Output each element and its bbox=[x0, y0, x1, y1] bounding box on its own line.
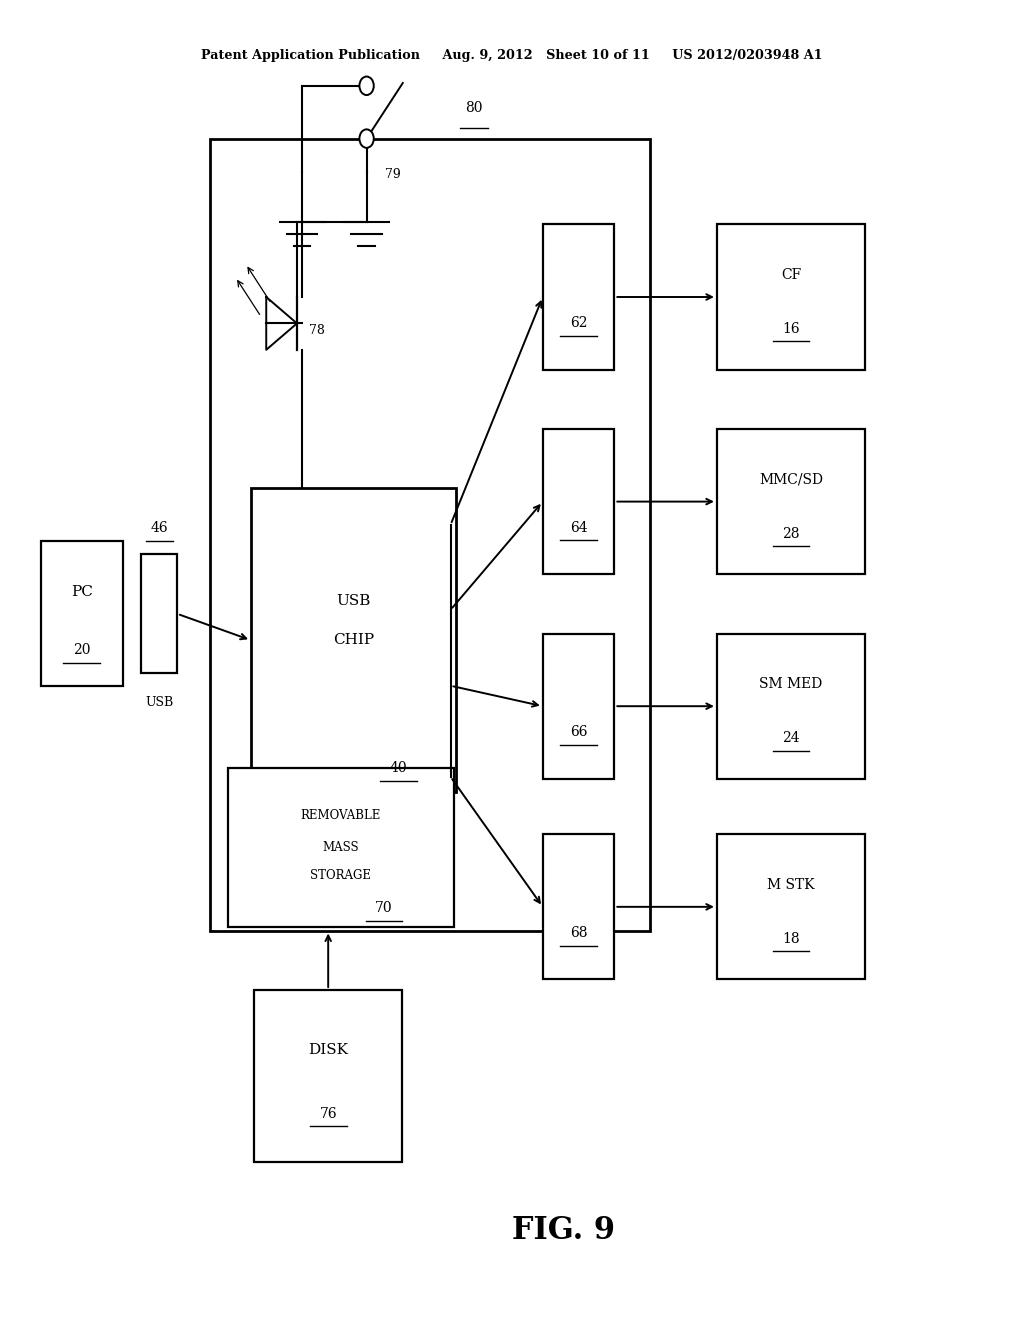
Text: SM MED: SM MED bbox=[760, 677, 822, 692]
Text: MMC/SD: MMC/SD bbox=[759, 473, 823, 487]
Text: PC: PC bbox=[71, 585, 93, 599]
Text: 40: 40 bbox=[389, 762, 408, 775]
Bar bbox=[210, 139, 650, 931]
Text: 80: 80 bbox=[465, 100, 483, 115]
Bar bbox=[543, 224, 614, 370]
Text: 16: 16 bbox=[782, 322, 800, 337]
Circle shape bbox=[359, 77, 374, 95]
Text: STORAGE: STORAGE bbox=[310, 870, 372, 883]
Bar bbox=[543, 834, 614, 979]
Bar bbox=[717, 834, 865, 979]
Text: USB: USB bbox=[336, 594, 371, 607]
Circle shape bbox=[359, 129, 374, 148]
Text: 66: 66 bbox=[569, 725, 588, 739]
Text: USB: USB bbox=[145, 696, 173, 709]
Text: 20: 20 bbox=[73, 643, 91, 657]
Bar bbox=[228, 768, 454, 927]
Bar bbox=[543, 634, 614, 779]
Text: 76: 76 bbox=[319, 1106, 337, 1121]
Text: CF: CF bbox=[781, 268, 801, 282]
Text: 64: 64 bbox=[569, 520, 588, 535]
Bar bbox=[717, 429, 865, 574]
Text: 46: 46 bbox=[151, 521, 168, 535]
Text: DISK: DISK bbox=[308, 1043, 348, 1057]
Bar bbox=[717, 634, 865, 779]
Text: 78: 78 bbox=[309, 323, 326, 337]
Text: 28: 28 bbox=[782, 527, 800, 541]
Bar bbox=[41, 541, 123, 686]
Text: 70: 70 bbox=[375, 902, 393, 915]
Bar bbox=[141, 554, 177, 673]
Text: CHIP: CHIP bbox=[333, 634, 374, 647]
Bar bbox=[254, 990, 402, 1162]
Text: M STK: M STK bbox=[767, 878, 815, 892]
Bar bbox=[717, 224, 865, 370]
Text: 24: 24 bbox=[782, 731, 800, 746]
Text: 18: 18 bbox=[782, 932, 800, 946]
Polygon shape bbox=[266, 297, 297, 350]
Text: Patent Application Publication     Aug. 9, 2012   Sheet 10 of 11     US 2012/020: Patent Application Publication Aug. 9, 2… bbox=[202, 49, 822, 62]
Bar bbox=[251, 488, 456, 792]
Text: 62: 62 bbox=[569, 315, 588, 330]
Text: 79: 79 bbox=[385, 168, 400, 181]
Text: 68: 68 bbox=[569, 925, 588, 940]
Bar bbox=[543, 429, 614, 574]
Text: MASS: MASS bbox=[323, 841, 359, 854]
Text: FIG. 9: FIG. 9 bbox=[512, 1214, 614, 1246]
Text: REMOVABLE: REMOVABLE bbox=[301, 809, 381, 822]
